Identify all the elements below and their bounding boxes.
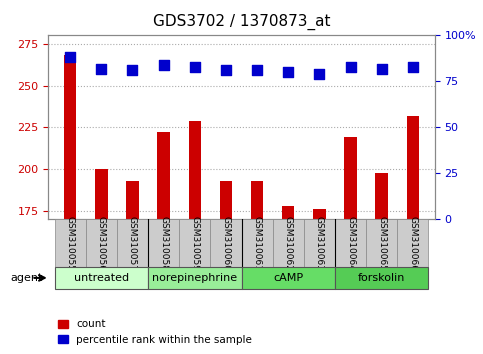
FancyBboxPatch shape — [304, 219, 335, 267]
Text: GSM310064: GSM310064 — [346, 216, 355, 271]
FancyBboxPatch shape — [55, 219, 85, 267]
FancyBboxPatch shape — [242, 219, 273, 267]
Point — [253, 68, 261, 73]
Point — [315, 71, 323, 77]
Text: GDS3702 / 1370873_at: GDS3702 / 1370873_at — [153, 14, 330, 30]
Text: untreated: untreated — [74, 273, 129, 283]
Bar — [313, 210, 326, 354]
Text: norepinephrine: norepinephrine — [152, 273, 237, 283]
FancyBboxPatch shape — [179, 219, 210, 267]
Text: GSM310066: GSM310066 — [409, 216, 417, 271]
FancyBboxPatch shape — [273, 219, 304, 267]
Text: agent: agent — [11, 273, 43, 283]
FancyBboxPatch shape — [148, 267, 242, 289]
Text: GSM310062: GSM310062 — [284, 216, 293, 271]
FancyBboxPatch shape — [335, 219, 366, 267]
Text: GSM310055: GSM310055 — [66, 216, 74, 271]
Text: GSM310060: GSM310060 — [221, 216, 230, 271]
Point — [284, 69, 292, 75]
Text: GSM310057: GSM310057 — [128, 216, 137, 271]
FancyBboxPatch shape — [210, 219, 242, 267]
Bar — [188, 121, 201, 354]
FancyBboxPatch shape — [55, 267, 148, 289]
Bar — [407, 116, 419, 354]
Point — [222, 68, 230, 73]
Bar — [282, 206, 295, 354]
Bar — [95, 169, 108, 354]
FancyBboxPatch shape — [398, 219, 428, 267]
Point — [378, 66, 385, 72]
Text: GSM310061: GSM310061 — [253, 216, 262, 271]
Point — [66, 55, 74, 60]
Point — [347, 64, 355, 69]
Text: GSM310065: GSM310065 — [377, 216, 386, 271]
Bar — [344, 137, 357, 354]
Text: GSM310058: GSM310058 — [159, 216, 168, 271]
FancyBboxPatch shape — [148, 219, 179, 267]
Bar — [157, 132, 170, 354]
FancyBboxPatch shape — [117, 219, 148, 267]
Point — [409, 64, 417, 69]
Text: GSM310063: GSM310063 — [315, 216, 324, 271]
FancyBboxPatch shape — [242, 267, 335, 289]
Point — [128, 68, 136, 73]
Bar — [126, 181, 139, 354]
Point — [160, 62, 168, 68]
Bar — [251, 181, 263, 354]
FancyBboxPatch shape — [335, 267, 428, 289]
Point — [191, 64, 199, 69]
Text: cAMP: cAMP — [273, 273, 303, 283]
Bar — [64, 56, 76, 354]
Bar — [375, 173, 388, 354]
FancyBboxPatch shape — [85, 219, 117, 267]
Text: GSM310056: GSM310056 — [97, 216, 106, 271]
Text: forskolin: forskolin — [358, 273, 405, 283]
Text: GSM310059: GSM310059 — [190, 216, 199, 271]
Point — [98, 66, 105, 72]
FancyBboxPatch shape — [366, 219, 398, 267]
Bar — [220, 181, 232, 354]
Legend: count, percentile rank within the sample: count, percentile rank within the sample — [54, 315, 256, 349]
